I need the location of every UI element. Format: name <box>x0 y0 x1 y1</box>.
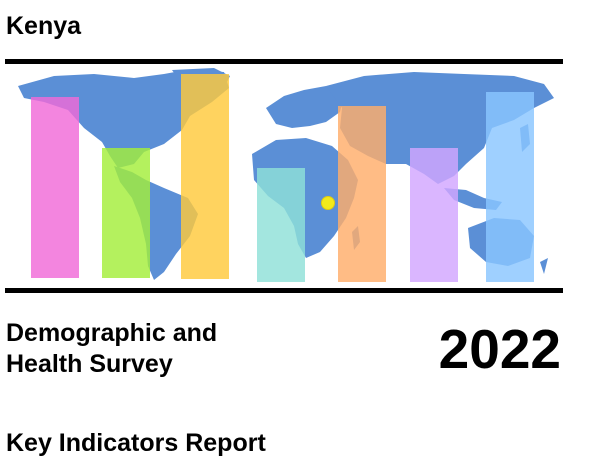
bottom-rule <box>5 288 563 293</box>
color-bar <box>31 97 79 278</box>
color-bar <box>102 148 150 278</box>
color-bars <box>31 74 534 282</box>
color-bar <box>410 148 458 282</box>
survey-title-line-1: Demographic and <box>6 319 218 347</box>
survey-title: Demographic and Health Survey <box>6 318 217 380</box>
color-bar <box>486 92 534 282</box>
world-map-banner <box>18 68 554 282</box>
survey-year: 2022 <box>438 318 561 380</box>
report-type: Key Indicators Report <box>6 429 266 457</box>
survey-title-line-2: Health Survey <box>6 350 173 378</box>
top-rule <box>5 59 563 64</box>
color-bar <box>257 168 305 282</box>
country-name: Kenya <box>6 12 82 40</box>
color-bar <box>181 74 229 279</box>
color-bar <box>338 106 386 282</box>
kenya-location-marker <box>321 196 335 210</box>
